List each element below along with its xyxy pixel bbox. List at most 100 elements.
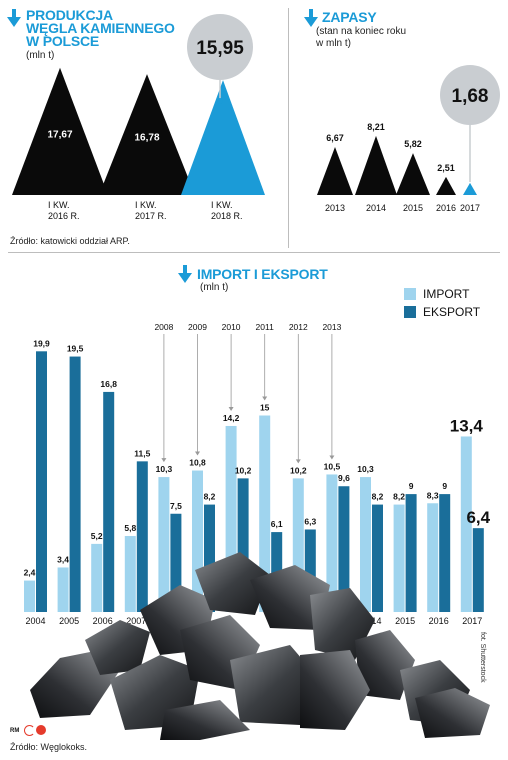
- import-value-label-2008: 10,3: [156, 464, 173, 474]
- reserves-subtitle: (stan na koniec roku w mln t): [316, 26, 406, 50]
- export-bar-2014: [372, 504, 383, 612]
- trade-chart: 2,4 19,9 2004 3,4 19,5 2005 5,2 16,8 2006 5,8 11,5…: [24, 322, 491, 626]
- export-bar-2007: [136, 461, 148, 612]
- import-bar-2014: [360, 477, 371, 612]
- export-value-label-2009: 8,2: [204, 492, 216, 502]
- production-title-line2: WĘGLA KAMIENNEGO: [26, 20, 175, 36]
- legend-import-swatch: [404, 288, 416, 300]
- export-bar-2010: [237, 478, 249, 612]
- import-bar-2012: [292, 478, 304, 612]
- export-value-label-2015: 9: [409, 481, 414, 491]
- production-triangle-3: [181, 80, 265, 195]
- reserves-year-label-2016: 2016: [436, 203, 456, 213]
- trade-year-label-2016: 2016: [429, 616, 449, 626]
- trade-arrow-icon: [178, 265, 192, 283]
- import-bar-2010: [225, 425, 237, 612]
- production-category-label-2-2: 2017 R.: [135, 211, 167, 221]
- import-value-label-2011: 15: [260, 403, 270, 413]
- reserves-year-label-2015: 2015: [403, 203, 423, 213]
- reserves-triangle-2015: [396, 153, 430, 195]
- trade-year-label-2004: 2004: [25, 616, 45, 626]
- export-value-label-2006: 16,8: [100, 379, 117, 389]
- cp-logo-c: [24, 725, 35, 736]
- import-value-label-2013: 10,5: [324, 461, 341, 471]
- production-title-line3: W POLSCE: [26, 33, 100, 49]
- import-bar-2016: [427, 503, 439, 612]
- panel-divider-horizontal: [8, 252, 500, 253]
- trade-callout-year-2013: 2013: [322, 322, 341, 332]
- import-bar-2007: [124, 536, 136, 612]
- export-bar-2009: [204, 504, 215, 612]
- cp-logo-p: [36, 725, 46, 735]
- import-value-label-2015: 8,2: [393, 492, 405, 502]
- trade-callout-year-2008: 2008: [154, 322, 173, 332]
- trade-year-label-2006: 2006: [93, 616, 113, 626]
- legend-export-swatch: [404, 306, 416, 318]
- trade-unit: (mln t): [200, 282, 229, 293]
- trade-year-label-2017: 2017: [462, 616, 482, 626]
- reserves-subtitle-line2: w mln t): [316, 38, 351, 49]
- reserves-year-label-2017: 2017: [460, 203, 480, 213]
- trade-year-label-2005: 2005: [59, 616, 79, 626]
- production-category-label-3-1: I KW.: [211, 200, 233, 210]
- reserves-value-label-2014: 8,21: [367, 122, 385, 132]
- reserves-value-label-2013: 6,67: [326, 133, 344, 143]
- reserves-highlight-value: 1,68: [452, 86, 489, 107]
- trade-callout-year-2011: 2011: [256, 322, 275, 332]
- reserves-year-label-2013: 2013: [325, 203, 345, 213]
- export-value-label-2011: 6,1: [271, 519, 283, 529]
- import-value-label-2007: 5,8: [124, 523, 136, 533]
- reserves-highlight-bubble: [440, 65, 500, 125]
- export-bar-2013: [338, 486, 350, 612]
- production-unit: (mln t): [26, 50, 55, 61]
- import-bar-2006: [91, 543, 103, 612]
- production-chart: 17,67I KW.2016 R.16,78I KW.2017 R.I KW.2…: [12, 14, 265, 221]
- import-bar-2013: [326, 474, 338, 612]
- production-value-label-1: 17,67: [47, 130, 72, 141]
- import-value-label-2006: 5,2: [91, 531, 103, 541]
- reserves-arrow-icon: [304, 9, 318, 27]
- production-arrow-icon: [7, 9, 21, 27]
- production-title-line1: PRODUKCJA: [26, 7, 113, 23]
- reserves-value-label-2015: 5,82: [404, 139, 422, 149]
- import-bar-2008: [158, 477, 170, 612]
- export-bar-2008: [170, 513, 182, 612]
- trade-callout-year-2009: 2009: [188, 322, 207, 332]
- cp-logo: [24, 725, 46, 736]
- photo-credit: fot. Shutterstock: [479, 632, 486, 683]
- trade-year-label-2015: 2015: [395, 616, 415, 626]
- trade-callout-year-2010: 2010: [222, 322, 241, 332]
- coal-pile-image: [30, 552, 490, 740]
- export-value-label-2012: 6,3: [304, 516, 316, 526]
- import-bar-2011: [259, 415, 271, 612]
- import-value-label-2004: 2,4: [24, 568, 36, 578]
- trade-callout-arrowhead-2010: [228, 406, 234, 411]
- production-value-label-2: 16,78: [134, 133, 159, 144]
- trade-source: Źródło: Węglokoks.: [10, 742, 88, 752]
- reserves-subtitle-line1: (stan na koniec roku: [316, 26, 407, 37]
- import-bar-2009: [192, 470, 203, 612]
- reserves-triangle-2017: [463, 182, 477, 195]
- legend-export: EKSPORT: [404, 305, 480, 319]
- reserves-chart: 6,67 2013 8,21 2014 5,82 2015 2,51 2016 2017 1,68: [317, 65, 500, 213]
- export-bar-2017: [472, 528, 484, 612]
- reserves-value-label-2016: 2,51: [437, 163, 455, 173]
- production-triangle-2: [99, 74, 195, 195]
- trade-callout-arrowhead-2009: [195, 451, 200, 456]
- export-value-label-2005: 19,5: [67, 344, 84, 354]
- legend-import-label: IMPORT: [423, 287, 470, 301]
- export-value-label-2004: 19,9: [33, 338, 50, 348]
- export-bar-2006: [103, 391, 115, 612]
- trade-callout-year-2012: 2012: [289, 322, 308, 332]
- import-value-label-2016: 8,3: [427, 490, 439, 500]
- reserves-year-label-2014: 2014: [366, 203, 386, 213]
- import-value-label-2017: 13,4: [450, 416, 484, 435]
- import-bar-2015: [393, 504, 405, 612]
- export-value-label-2007: 11,5: [134, 448, 150, 458]
- export-value-label-2016: 9: [442, 481, 447, 491]
- trade-callout-arrowhead-2011: [262, 396, 268, 401]
- production-category-label-1-2: 2016 R.: [48, 211, 80, 221]
- import-value-label-2009: 10,8: [189, 458, 206, 468]
- reserves-triangle-2013: [317, 146, 353, 195]
- reserves-triangle-2014: [355, 135, 397, 195]
